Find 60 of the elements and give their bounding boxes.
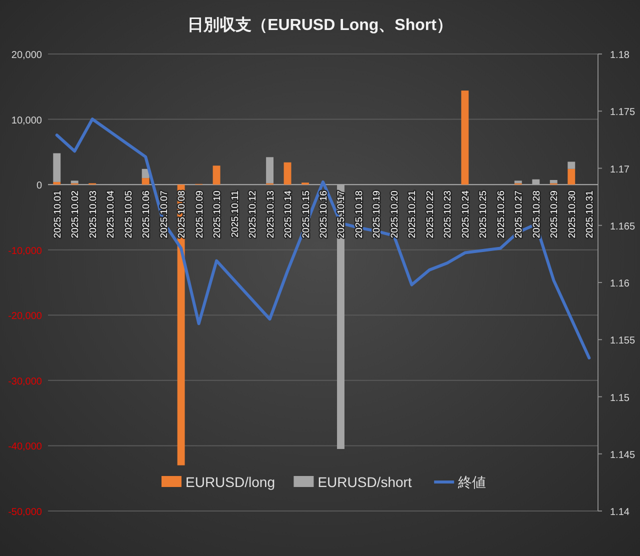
x-tick-label: 2025.10.27 (514, 190, 525, 238)
y-tick-label: -40,000 (8, 442, 42, 453)
x-tick-label: 2025.10.07 (158, 190, 170, 238)
bar (142, 178, 150, 185)
y2-tick-label: 1.175 (610, 107, 636, 118)
bar (284, 162, 292, 185)
x-tick-label: 2025.10.06 (141, 190, 152, 238)
x-tick-label: 2025.10.01 (52, 190, 64, 238)
y2-tick-label: 1.145 (610, 450, 636, 461)
x-tick-label: 2025.10.28 (531, 190, 542, 238)
x-tick-label: 2025.10.22 (424, 190, 436, 238)
x-tick-label: 2025.10.31 (584, 190, 596, 238)
x-tick-label: 2025.10.21 (407, 190, 418, 238)
x-tick-label: 2025.10.16 (318, 190, 330, 238)
y2-tick-label: 1.15 (610, 392, 630, 404)
y2-tick-label: 1.18 (610, 50, 630, 61)
legend-label: 終値 (457, 474, 486, 490)
x-tick-label: 2025.10.17 (336, 190, 348, 238)
x-tick-label: 2025.10.12 (248, 190, 259, 238)
y2-tick-label: 1.155 (610, 336, 636, 347)
y2-tick-label: 1.17 (610, 164, 630, 176)
x-tick-label: 2025.10.26 (496, 190, 507, 238)
y-tick-label: -30,000 (8, 376, 42, 388)
x-tick-label: 2025.10.11 (230, 190, 241, 238)
x-tick-label: 2025.10.18 (354, 190, 365, 238)
x-tick-label: 2025.10.25 (478, 190, 490, 238)
x-tick-label: 2025.10.29 (549, 190, 560, 238)
y-tick-label: -10,000 (8, 246, 42, 257)
x-tick-label: 2025.10.03 (88, 190, 99, 238)
x-tick-label: 2025.10.10 (212, 190, 224, 238)
x-tick-label: 2025.10.13 (265, 190, 276, 238)
x-tick-label: 2025.10.08 (176, 190, 188, 238)
x-tick-label: 2025.10.19 (372, 190, 383, 238)
y2-tick-label: 1.16 (610, 278, 630, 290)
legend-label: EURUSD/short (318, 474, 412, 490)
y-tick-label: 20,000 (11, 50, 42, 61)
bar (568, 162, 576, 169)
y-tick-label: -50,000 (8, 507, 42, 518)
bar (53, 182, 61, 185)
x-tick-label: 2025.10.09 (194, 190, 206, 238)
bar (568, 168, 576, 185)
legend-label: EURUSD/long (186, 474, 275, 490)
y-tick-label: 10,000 (11, 115, 42, 126)
bar (461, 90, 469, 185)
x-tick-label: 2025.10.23 (442, 190, 454, 238)
x-tick-label: 2025.10.24 (460, 190, 472, 238)
chart-title: 日別収支（EURUSD Long、Short） (188, 16, 452, 34)
x-tick-label: 2025.10.05 (123, 190, 134, 238)
bar (212, 166, 220, 185)
bar (53, 153, 61, 182)
y2-tick-label: 1.165 (610, 221, 636, 232)
y-tick-label: -20,000 (8, 311, 42, 322)
x-tick-label: 2025.10.04 (106, 190, 117, 238)
y2-tick-label: 1.14 (610, 507, 630, 518)
x-tick-label: 2025.10.30 (566, 190, 578, 238)
x-tick-label: 2025.10.02 (70, 190, 82, 238)
y-tick-label: 0 (36, 180, 42, 192)
x-tick-label: 2025.10.15 (300, 190, 312, 238)
x-tick-label: 2025.10.14 (283, 190, 294, 238)
x-tick-label: 2025.10.20 (389, 190, 400, 238)
